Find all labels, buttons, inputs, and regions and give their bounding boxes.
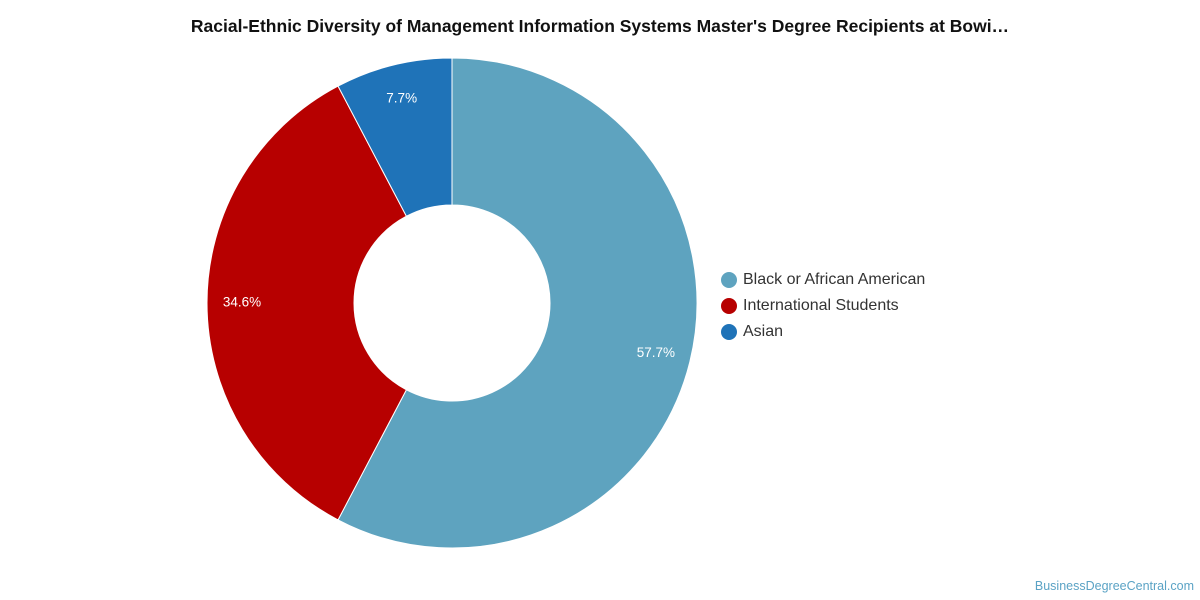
legend-item-international-students[interactable]: International Students [721,293,925,319]
source-watermark[interactable]: BusinessDegreeCentral.com [1034,579,1194,593]
donut-slice-black-or-african-american[interactable] [337,57,698,549]
slice-labels: 57.7% 34.6% 7.7% [223,91,675,360]
chart-title: Racial-Ethnic Diversity of Management In… [190,16,1010,36]
legend-swatch [721,324,737,340]
legend-item-asian[interactable]: Asian [721,319,925,345]
donut-slice-asian[interactable] [337,57,453,217]
legend-label: Black or African American [743,271,926,288]
donut-slice-international-students[interactable] [206,85,408,521]
legend-label: Asian [743,323,784,340]
legend-swatch [721,272,737,288]
slice-value-label: 34.6% [223,295,261,310]
legend-item-black-or-african-american[interactable]: Black or African American [721,267,925,293]
legend-swatch [721,298,737,314]
donut-slices [206,57,698,549]
legend-label: International Students [743,297,899,314]
slice-value-label: 7.7% [386,91,417,106]
chart-legend: Black or African American International … [721,267,925,345]
slice-value-label: 57.7% [637,345,675,360]
